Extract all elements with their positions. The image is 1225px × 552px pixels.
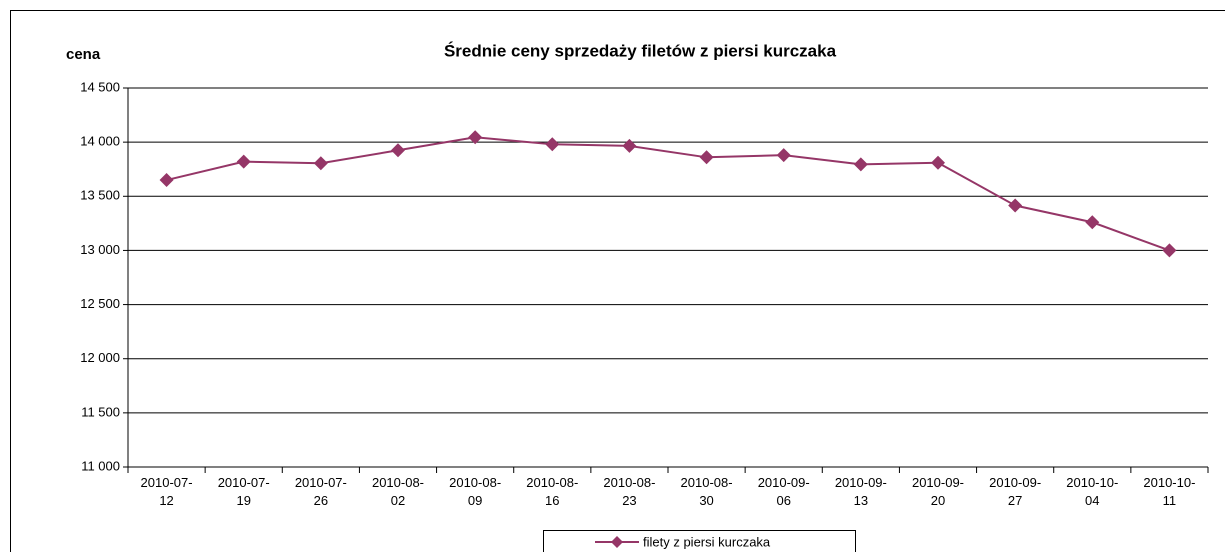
data-point (699, 150, 714, 165)
data-point (1162, 243, 1177, 258)
x-tick-label-line: 2010-09- (989, 475, 1041, 490)
x-tick-label: 2010-09- 06 (758, 475, 810, 508)
data-point (391, 143, 405, 158)
x-tick-label-line: 2010-10- (1143, 475, 1195, 490)
chart-frame (10, 10, 1225, 552)
data-point (622, 138, 637, 153)
series-line (166, 136, 1170, 252)
x-tick-label: 2010-09- 13 (835, 475, 887, 508)
x-tick-label: 2010-10- 11 (1143, 475, 1195, 508)
x-tick-label-line: 2010-10- (1066, 475, 1118, 490)
y-tick-label: 11 500 (81, 404, 120, 419)
data-point (1085, 215, 1100, 230)
y-tick-label: 12 500 (80, 296, 120, 311)
x-tick-label-line: 04 (1085, 493, 1099, 508)
data-point (236, 154, 251, 169)
x-tick-label-line: 20 (931, 493, 945, 508)
x-tick-label: 2010-07- 12 (141, 475, 193, 508)
x-tick-label-line: 2010-09- (835, 475, 887, 490)
x-tick-label: 2010-08- 09 (449, 475, 501, 508)
data-point (468, 130, 483, 145)
x-tick-label: 2010-08- 23 (603, 475, 655, 508)
x-tick-label-line: 02 (391, 493, 405, 508)
y-axis-label: cena (66, 46, 101, 63)
x-tick-label-line: 2010-08- (526, 475, 578, 490)
legend-label: filety z piersi kurczaka (643, 534, 771, 549)
x-tick-label-line: 27 (1008, 493, 1022, 508)
x-tick-label: 2010-08- 16 (526, 475, 578, 508)
data-point (545, 137, 560, 152)
x-tick-label: 2010-08- 30 (681, 475, 733, 508)
chart-title: Średnie ceny sprzedaży filetów z piersi … (444, 41, 837, 60)
data-point (313, 156, 328, 171)
x-tick-label: 2010-09- 27 (989, 475, 1041, 508)
x-tick-label-line: 2010-08- (372, 475, 424, 490)
x-tick-label-line: 12 (159, 493, 173, 508)
x-tick-label: 2010-07- 19 (218, 475, 270, 508)
x-tick-label-line: 2010-08- (681, 475, 733, 490)
data-point (776, 148, 791, 163)
x-tick-label: 2010-09- 20 (912, 475, 964, 508)
y-tick-label: 13 000 (80, 242, 120, 257)
x-tick-label-line: 2010-07- (141, 475, 193, 490)
x-tick-label-line: 2010-08- (603, 475, 655, 490)
data-point (1008, 198, 1023, 213)
x-tick-label-line: 2010-07- (218, 475, 270, 490)
x-tick-label-line: 23 (622, 493, 636, 508)
y-tick-label: 14 000 (80, 134, 120, 149)
x-tick-label-line: 2010-09- (912, 475, 964, 490)
x-tick-label: 2010-08- 02 (372, 475, 424, 508)
x-tick-label-line: 2010-09- (758, 475, 810, 490)
x-tick-label-line: 30 (699, 493, 713, 508)
x-tick-label-line: 19 (236, 493, 250, 508)
data-point (931, 155, 945, 170)
x-tick-label-line: 11 (1163, 493, 1177, 508)
x-tick-label-line: 26 (314, 493, 328, 508)
x-tick-label-line: 09 (468, 493, 482, 508)
x-tick-label-line: 2010-07- (295, 475, 347, 490)
y-tick-label: 13 500 (80, 188, 120, 203)
data-point (853, 157, 868, 172)
x-tick-label-line: 13 (854, 493, 868, 508)
x-tick-label-line: 2010-08- (449, 475, 501, 490)
legend-marker (611, 536, 623, 548)
y-tick-label: 12 000 (80, 350, 120, 365)
y-tick-label: 14 500 (80, 79, 120, 94)
x-tick-label: 2010-07- 26 (295, 475, 347, 508)
x-tick-label-line: 16 (545, 493, 559, 508)
x-tick-label: 2010-10- 04 (1066, 475, 1118, 508)
x-tick-label-line: 06 (776, 493, 790, 508)
legend-box (543, 530, 856, 552)
y-tick-label: 11 000 (81, 458, 120, 473)
data-point (159, 173, 174, 188)
